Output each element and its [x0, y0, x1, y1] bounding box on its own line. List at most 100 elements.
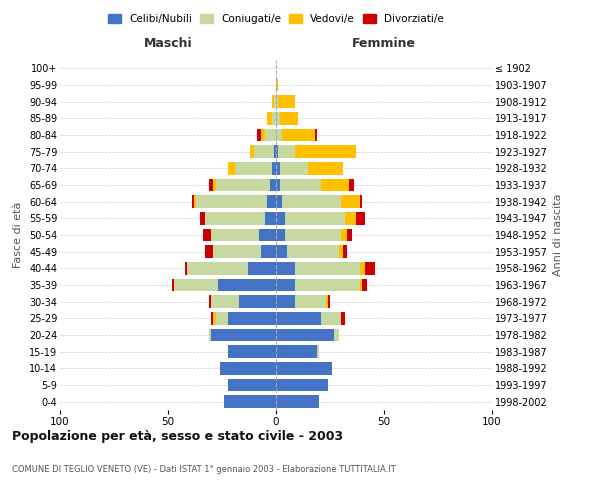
Bar: [205, 212, 265, 224]
Bar: [356, 212, 365, 224]
Bar: [362, 279, 367, 291]
Bar: [276, 296, 295, 308]
Bar: [269, 179, 276, 192]
Legend: Celibi/Nubili, Coniugati/e, Vedovi/e, Divorziati/e: Celibi/Nubili, Coniugati/e, Vedovi/e, Di…: [104, 10, 448, 29]
Bar: [196, 196, 268, 208]
Bar: [211, 229, 259, 241]
Bar: [229, 312, 276, 324]
Bar: [278, 96, 295, 108]
Bar: [315, 129, 317, 141]
Text: Popolazione per età, sesso e stato civile - 2003: Popolazione per età, sesso e stato civil…: [12, 430, 343, 443]
Bar: [224, 396, 276, 408]
Bar: [280, 112, 298, 124]
Bar: [205, 246, 214, 258]
Bar: [229, 379, 276, 391]
Bar: [276, 112, 280, 124]
Bar: [200, 212, 205, 224]
Text: Maschi: Maschi: [143, 37, 193, 50]
Bar: [209, 179, 214, 192]
Y-axis label: Anni di nascita: Anni di nascita: [553, 194, 563, 276]
Bar: [203, 229, 211, 241]
Bar: [268, 112, 272, 124]
Bar: [211, 312, 214, 324]
Bar: [215, 312, 229, 324]
Bar: [172, 279, 175, 291]
Bar: [187, 262, 248, 274]
Bar: [265, 212, 276, 224]
Bar: [276, 262, 295, 274]
Bar: [360, 196, 362, 208]
Bar: [345, 212, 356, 224]
Bar: [211, 296, 239, 308]
Bar: [229, 162, 235, 174]
Bar: [209, 329, 211, 341]
Bar: [276, 329, 334, 341]
Bar: [326, 296, 328, 308]
Bar: [272, 96, 274, 108]
Bar: [278, 146, 295, 158]
Bar: [276, 396, 319, 408]
Bar: [211, 329, 276, 341]
Bar: [308, 162, 343, 174]
Bar: [276, 379, 328, 391]
Bar: [343, 246, 347, 258]
Bar: [276, 312, 322, 324]
Bar: [341, 229, 347, 241]
Bar: [274, 96, 276, 108]
Bar: [276, 212, 284, 224]
Bar: [276, 179, 280, 192]
Bar: [276, 246, 287, 258]
Bar: [265, 129, 276, 141]
Bar: [295, 279, 360, 291]
Bar: [295, 296, 326, 308]
Bar: [280, 162, 308, 174]
Bar: [284, 212, 345, 224]
Bar: [276, 362, 332, 374]
Bar: [175, 279, 218, 291]
Bar: [338, 246, 343, 258]
Bar: [218, 279, 276, 291]
Bar: [276, 229, 284, 241]
Bar: [209, 296, 211, 308]
Bar: [347, 229, 352, 241]
Bar: [334, 329, 338, 341]
Bar: [284, 229, 341, 241]
Bar: [214, 312, 215, 324]
Bar: [215, 179, 269, 192]
Bar: [239, 296, 276, 308]
Bar: [322, 179, 349, 192]
Bar: [276, 146, 278, 158]
Bar: [229, 346, 276, 358]
Bar: [214, 179, 215, 192]
Bar: [261, 129, 265, 141]
Bar: [276, 279, 295, 291]
Bar: [268, 196, 276, 208]
Bar: [317, 346, 319, 358]
Bar: [295, 262, 360, 274]
Bar: [254, 146, 274, 158]
Bar: [276, 129, 283, 141]
Bar: [341, 196, 360, 208]
Bar: [365, 262, 376, 274]
Bar: [185, 262, 187, 274]
Bar: [295, 146, 356, 158]
Bar: [250, 146, 254, 158]
Bar: [360, 279, 362, 291]
Bar: [214, 246, 261, 258]
Bar: [280, 179, 322, 192]
Bar: [360, 262, 365, 274]
Bar: [235, 162, 272, 174]
Bar: [287, 246, 338, 258]
Bar: [322, 312, 341, 324]
Bar: [349, 179, 354, 192]
Y-axis label: Fasce di età: Fasce di età: [13, 202, 23, 268]
Bar: [259, 229, 276, 241]
Bar: [274, 146, 276, 158]
Bar: [261, 246, 276, 258]
Bar: [328, 296, 330, 308]
Text: Femmine: Femmine: [352, 37, 416, 50]
Bar: [276, 96, 278, 108]
Bar: [341, 312, 345, 324]
Bar: [276, 162, 280, 174]
Bar: [272, 162, 276, 174]
